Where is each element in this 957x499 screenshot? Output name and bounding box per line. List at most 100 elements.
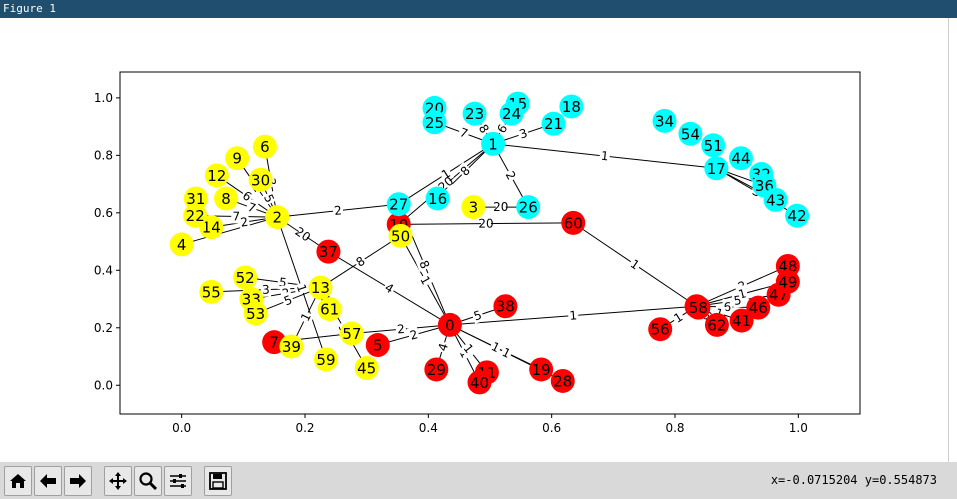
node-label: 30 (251, 171, 270, 189)
node-label: 28 (553, 372, 572, 390)
node-marker (243, 301, 268, 326)
forward-icon (70, 474, 86, 488)
graph-node: 18 (559, 94, 584, 119)
node-label: 13 (311, 279, 330, 297)
edge-weight-label: 3 (262, 283, 270, 297)
node-marker (746, 295, 771, 320)
node-marker (425, 186, 450, 211)
edge-label: 1 (416, 272, 435, 289)
node-marker (729, 308, 754, 333)
configure-subplots-icon (170, 474, 186, 488)
configure-subplots-button[interactable] (164, 466, 192, 496)
graph-node: 57 (339, 321, 364, 346)
edge-weight-label: 7 (246, 200, 258, 216)
node-label: 53 (246, 305, 265, 323)
graph-plot[interactable]: 1812241151141218783620220135267722020152… (0, 18, 957, 462)
graph-node: 4 (169, 232, 194, 257)
node-label: 52 (236, 269, 255, 287)
node-marker (308, 275, 333, 300)
forward-button[interactable] (64, 466, 92, 496)
graph-node: 29 (424, 357, 449, 382)
y-tick-label: 0.0 (94, 378, 113, 392)
node-marker (648, 317, 673, 342)
node-marker (424, 357, 449, 382)
edge-label: 3 (516, 124, 531, 143)
back-icon (40, 474, 56, 488)
node-label: 9 (232, 150, 242, 168)
node-marker (785, 203, 810, 228)
edge-weight-label: 5 (278, 275, 287, 290)
node-label: 60 (564, 214, 583, 232)
node-marker (728, 146, 753, 171)
node-marker (701, 133, 726, 158)
node-label: 46 (749, 299, 768, 317)
x-tick-label: 1.0 (789, 421, 808, 435)
node-marker (467, 370, 492, 395)
graph-node: 60 (561, 210, 586, 235)
edge-label: 7 (244, 198, 260, 217)
graph-node: 62 (704, 312, 729, 337)
zoom-button[interactable] (134, 466, 162, 496)
node-label: 59 (316, 351, 335, 369)
graph-node: 40 (467, 370, 492, 395)
graph-node: 31 (183, 186, 208, 211)
node-marker (339, 321, 364, 346)
home-button[interactable] (4, 466, 32, 496)
node-marker (265, 205, 290, 230)
edge-label: 1 (567, 307, 579, 323)
graph-node: 17 (704, 156, 729, 181)
back-button[interactable] (34, 466, 62, 496)
node-marker (183, 203, 208, 228)
edge-label: 5 (260, 190, 279, 206)
node-marker (248, 167, 273, 192)
edge-label: 1 (626, 255, 644, 274)
pan-icon (109, 472, 127, 490)
node-label: 51 (704, 137, 723, 155)
x-tick-label: 0.0 (172, 421, 191, 435)
zoom-icon (139, 472, 158, 491)
edge-label: 1 (498, 343, 515, 362)
node-label: 29 (427, 361, 446, 379)
node-label: 54 (681, 125, 700, 143)
pan-button[interactable] (104, 466, 132, 496)
node-label: 57 (342, 325, 361, 343)
edge-label: 4 (381, 278, 398, 297)
edge-label: 1 (598, 147, 611, 164)
edge-label: 1 (296, 308, 315, 325)
y-tick-label: 1.0 (94, 91, 113, 105)
navigation-toolbar: x=-0.0715204 y=0.554873 (0, 462, 957, 499)
edge-weight-label: 7 (232, 209, 240, 223)
graph-node: 27 (386, 192, 411, 217)
node-marker (354, 356, 379, 381)
node-marker (704, 312, 729, 337)
graph-node: 0 (437, 312, 462, 337)
edge-weight-label: 5 (472, 308, 484, 324)
node-marker (499, 101, 524, 126)
node-label: 25 (425, 114, 444, 132)
node-marker (686, 295, 711, 320)
node-label: 1 (488, 135, 498, 153)
edge-label: 2 (238, 213, 251, 230)
save-button[interactable] (204, 466, 232, 496)
graph-node: 43 (763, 187, 788, 212)
graph-node: 1 (481, 131, 506, 156)
edge-label: 5 (470, 306, 485, 324)
node-marker (365, 333, 390, 358)
graph-node: 30 (248, 167, 273, 192)
node-marker (481, 131, 506, 156)
node-label: 14 (202, 219, 221, 237)
edge-label: 2 (332, 202, 344, 219)
graph-node: 38 (493, 294, 518, 319)
node-marker (214, 186, 239, 211)
graph-node: 8 (214, 186, 239, 211)
node-label: 43 (766, 191, 785, 209)
graph-node: 45 (354, 356, 379, 381)
figure-canvas[interactable]: 1812241151141218783620220135267722020152… (0, 18, 957, 462)
node-marker (541, 111, 566, 136)
graph-node: 5 (365, 333, 390, 358)
edge-label: 3 (260, 281, 272, 297)
graph-edge (181, 216, 278, 245)
edge-label: 2 (406, 325, 421, 344)
graph-node: 37 (316, 239, 341, 264)
node-label: 61 (320, 301, 339, 319)
